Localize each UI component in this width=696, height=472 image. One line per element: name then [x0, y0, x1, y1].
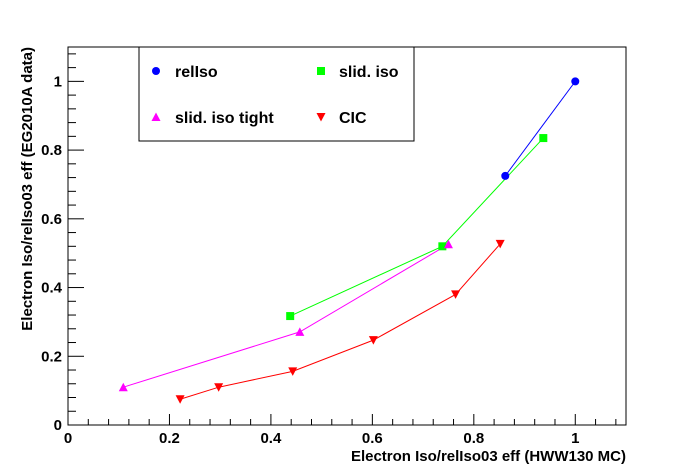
data-point-slid-iso — [438, 242, 447, 251]
y-tick-label: 0.2 — [41, 348, 62, 365]
legend-label-slid-iso-tight: slid. iso tight — [175, 110, 274, 127]
legend-marker-slid-iso — [317, 67, 325, 75]
x-tick-label: 0.6 — [362, 430, 383, 447]
data-point-reliso — [571, 77, 580, 86]
data-point-cic — [495, 239, 505, 249]
y-axis-title: Electron Iso/relIso03 eff (EG2010A data) — [19, 47, 36, 331]
data-point-cic — [368, 336, 378, 345]
x-tick-label: 0 — [64, 430, 72, 447]
legend-marker-cic — [316, 113, 326, 122]
x-axis-title: Electron Iso/relIso03 eff (HWW130 MC) — [351, 448, 626, 465]
data-point-cic — [175, 395, 185, 404]
data-point-slid-iso — [286, 312, 295, 321]
legend-marker-slid-iso-tight — [151, 112, 161, 121]
data-point-slid-iso — [539, 134, 548, 143]
x-tick-label: 0.8 — [463, 430, 484, 447]
y-tick-label: 0.6 — [41, 211, 62, 228]
legend-box — [138, 46, 415, 142]
legend-label-cic: CIC — [339, 110, 367, 127]
data-point-cic — [214, 383, 224, 392]
legend-label-reliso: relIso — [175, 64, 218, 81]
series-line-reliso — [504, 81, 576, 177]
legend-marker-reliso — [152, 67, 160, 75]
data-point-cic — [288, 367, 298, 376]
data-point-reliso — [501, 171, 510, 180]
x-tick-label: 0.4 — [260, 430, 282, 447]
data-point-slid-iso-tight — [118, 382, 128, 392]
y-tick-label: 0.8 — [41, 142, 62, 159]
y-tick-label: 1 — [54, 73, 62, 90]
x-tick-label: 0.2 — [159, 430, 180, 447]
data-point-slid-iso-tight — [295, 327, 305, 336]
y-tick-label: 0.4 — [41, 280, 63, 297]
series-line-cic — [179, 243, 501, 400]
series-line-slid-iso — [289, 137, 544, 317]
data-point-cic — [451, 290, 461, 299]
data-point-slid-iso-tight — [443, 239, 453, 249]
x-tick-label: 1 — [571, 430, 579, 447]
legend-label-slid-iso: slid. iso — [339, 64, 399, 81]
y-tick-label: 0 — [54, 417, 62, 434]
